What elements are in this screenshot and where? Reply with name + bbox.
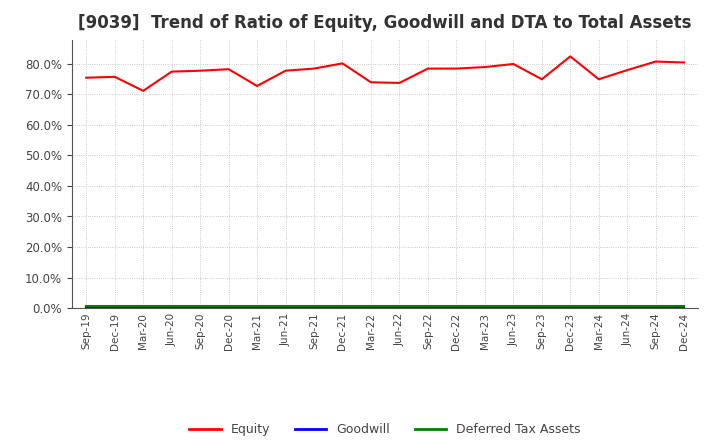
Legend: Equity, Goodwill, Deferred Tax Assets: Equity, Goodwill, Deferred Tax Assets [184,418,586,440]
Title: [9039]  Trend of Ratio of Equity, Goodwill and DTA to Total Assets: [9039] Trend of Ratio of Equity, Goodwil… [78,15,692,33]
